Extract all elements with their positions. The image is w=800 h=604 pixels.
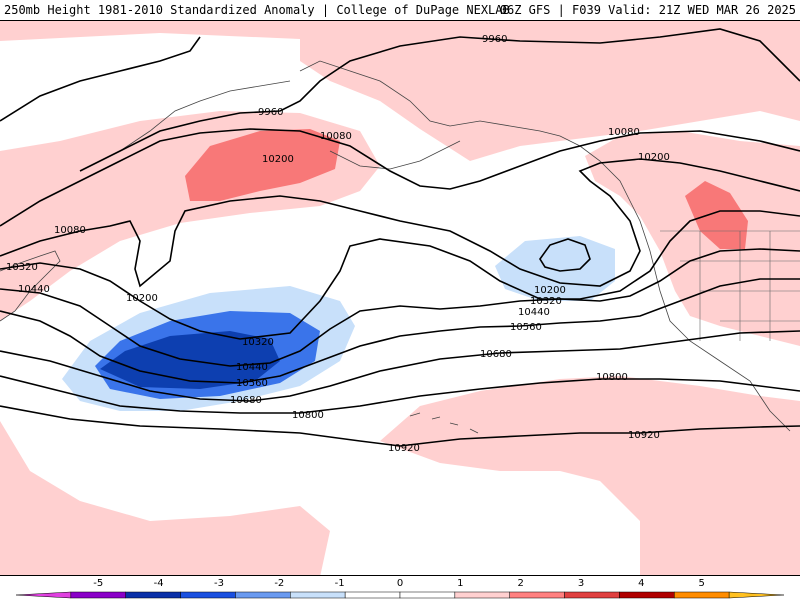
contour-label: 10080 [320, 131, 352, 142]
contour-label: 10200 [126, 293, 158, 304]
colorbar-tick-label: 1 [457, 578, 463, 589]
contour-label: 9960 [258, 107, 283, 118]
contour-label: 10440 [236, 362, 268, 373]
contour-label: 10440 [18, 284, 50, 295]
contour-label: 10200 [638, 152, 670, 163]
colorbar-tick-label: -4 [154, 578, 164, 589]
contour-label: 10680 [230, 395, 262, 406]
colorbar-tick-label: 5 [699, 578, 705, 589]
positive-anomaly-north [0, 21, 800, 161]
colorbar-tick-label: -1 [335, 578, 345, 589]
contour-label: 10800 [596, 372, 628, 383]
contour-9960-west [0, 36, 201, 122]
contour-9960-east [79, 28, 800, 172]
contour-label: 10320 [530, 296, 562, 307]
contour-label: 10440 [518, 307, 550, 318]
anomaly-shading [0, 21, 800, 575]
contour-label: 10680 [480, 349, 512, 360]
contour-label: 10320 [242, 337, 274, 348]
colorbar-tick-label: 2 [517, 578, 523, 589]
colorbar-ticks: -5 -4 -3 -2 -1 0 1 2 3 4 5 [93, 578, 705, 589]
contour-label: 10560 [510, 322, 542, 333]
colorbar-segment [235, 591, 291, 599]
colorbar-segment [509, 591, 565, 599]
title-bar: 250mb Height 1981-2010 Standardized Anom… [0, 0, 800, 20]
colorbar-segment [70, 591, 126, 599]
contour-10080-north [0, 128, 800, 227]
coastline-hawaii [409, 412, 479, 434]
contour-label: 10320 [6, 262, 38, 273]
colorbar-segment [674, 591, 730, 599]
state-borders [660, 230, 800, 341]
contour-10680 [0, 330, 800, 402]
weather-map[interactable]: 9960 9960 10080 10080 10080 10200 10200 … [0, 20, 800, 576]
colorbar-tick-label: -2 [274, 578, 284, 589]
colorbar-segment [564, 591, 620, 599]
colorbar-segment [728, 591, 785, 599]
positive-anomaly-core-bering [185, 129, 340, 201]
contour-label: 10920 [628, 430, 660, 441]
contour-10200-main [0, 158, 800, 288]
colorbar-tick-label: -3 [214, 578, 224, 589]
contour-10560 [0, 278, 800, 384]
colorbar-segment [180, 591, 236, 599]
contour-label: 10200 [262, 154, 294, 165]
contour-label: 10080 [54, 225, 86, 236]
colorbar-segment [15, 591, 72, 599]
contour-label: 10560 [236, 378, 268, 389]
colorbar-tick-label: 3 [578, 578, 584, 589]
positive-anomaly-southwest [0, 421, 330, 575]
contour-labels: 9960 9960 10080 10080 10080 10200 10200 … [6, 34, 670, 454]
colorbar-segment [125, 591, 181, 599]
colorbar-segment [290, 591, 346, 599]
colorbar-tick-label: 4 [638, 578, 644, 589]
contour-label: 10800 [292, 410, 324, 421]
model-run-info: 06Z GFS | F039 Valid: 21Z WED MAR 26 202… [499, 3, 796, 17]
contour-10920 [0, 405, 800, 447]
contour-label: 9960 [482, 34, 507, 45]
colorbar-segment [399, 591, 456, 599]
coastlines [0, 60, 800, 434]
height-contours [0, 28, 800, 447]
positive-anomaly-west [585, 131, 800, 346]
anomaly-colorbar: -5 -4 -3 -2 -1 0 1 2 3 4 5 [0, 576, 800, 600]
coastline-aleutians [329, 140, 461, 170]
contour-10320 [0, 210, 800, 340]
colorbar-tick-label: 0 [397, 578, 403, 589]
contour-label: 10920 [388, 443, 420, 454]
contour-10200-closed [539, 238, 591, 272]
coastline-kamchatka [119, 80, 291, 152]
contour-label: 10200 [534, 285, 566, 296]
contour-10800 [0, 375, 800, 414]
contour-10440 [0, 248, 800, 367]
coastline-alaska [299, 60, 791, 432]
contour-label: 10080 [608, 127, 640, 138]
map-title: 250mb Height 1981-2010 Standardized Anom… [4, 3, 510, 17]
positive-anomaly-south [380, 376, 800, 575]
coastline-japan [0, 250, 61, 322]
colorbar-segments [15, 591, 785, 599]
colorbar-tick-label: -5 [93, 578, 103, 589]
colorbar-segment [454, 591, 510, 599]
colorbar-segment [619, 591, 675, 599]
colorbar-segment [344, 591, 401, 599]
positive-anomaly-core-west [685, 181, 748, 249]
